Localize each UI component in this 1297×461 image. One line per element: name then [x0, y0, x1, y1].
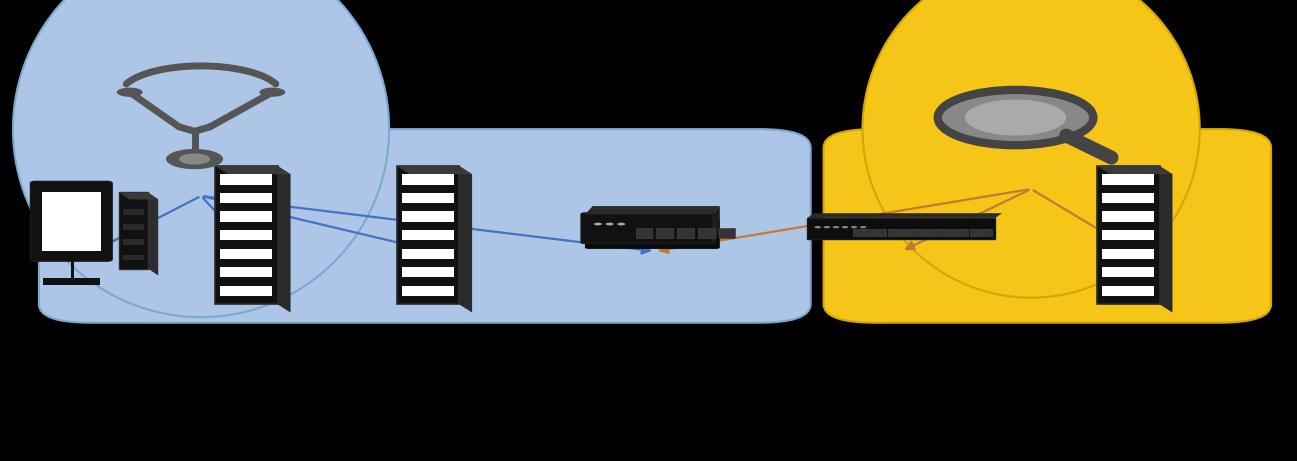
FancyBboxPatch shape	[656, 228, 673, 238]
FancyBboxPatch shape	[119, 193, 148, 268]
Circle shape	[117, 88, 143, 97]
FancyBboxPatch shape	[220, 248, 272, 259]
Polygon shape	[1160, 166, 1172, 313]
Polygon shape	[807, 213, 1001, 218]
FancyBboxPatch shape	[969, 229, 981, 236]
FancyBboxPatch shape	[1102, 174, 1154, 184]
FancyBboxPatch shape	[1097, 166, 1160, 304]
Circle shape	[824, 226, 830, 228]
FancyBboxPatch shape	[123, 209, 144, 215]
Circle shape	[851, 226, 857, 228]
Circle shape	[833, 226, 839, 228]
FancyBboxPatch shape	[864, 229, 874, 236]
FancyBboxPatch shape	[402, 174, 454, 184]
Circle shape	[179, 154, 210, 165]
FancyBboxPatch shape	[900, 229, 910, 236]
Ellipse shape	[863, 0, 1200, 298]
FancyBboxPatch shape	[220, 193, 272, 203]
FancyBboxPatch shape	[402, 267, 454, 278]
FancyBboxPatch shape	[981, 229, 991, 236]
FancyBboxPatch shape	[1102, 286, 1154, 296]
FancyBboxPatch shape	[397, 166, 459, 304]
FancyBboxPatch shape	[220, 286, 272, 296]
FancyBboxPatch shape	[1102, 248, 1154, 259]
FancyBboxPatch shape	[636, 228, 652, 238]
Circle shape	[860, 226, 866, 228]
FancyBboxPatch shape	[31, 181, 113, 261]
FancyBboxPatch shape	[402, 212, 454, 222]
FancyBboxPatch shape	[807, 218, 996, 239]
Circle shape	[166, 149, 223, 169]
FancyBboxPatch shape	[39, 129, 811, 323]
FancyBboxPatch shape	[877, 229, 887, 236]
FancyBboxPatch shape	[123, 224, 144, 230]
Polygon shape	[71, 259, 74, 278]
FancyBboxPatch shape	[852, 229, 864, 236]
Circle shape	[815, 226, 821, 228]
FancyBboxPatch shape	[923, 229, 934, 236]
FancyBboxPatch shape	[934, 229, 944, 236]
FancyBboxPatch shape	[1102, 267, 1154, 278]
Circle shape	[617, 223, 625, 225]
Polygon shape	[119, 193, 158, 200]
FancyBboxPatch shape	[1102, 193, 1154, 203]
FancyBboxPatch shape	[402, 286, 454, 296]
Polygon shape	[397, 166, 472, 174]
FancyBboxPatch shape	[402, 248, 454, 259]
FancyBboxPatch shape	[402, 230, 454, 240]
FancyBboxPatch shape	[220, 230, 272, 240]
FancyBboxPatch shape	[698, 228, 715, 238]
Circle shape	[965, 100, 1066, 136]
FancyBboxPatch shape	[910, 229, 921, 236]
FancyBboxPatch shape	[43, 278, 100, 284]
Circle shape	[259, 88, 285, 97]
FancyBboxPatch shape	[585, 219, 720, 249]
FancyBboxPatch shape	[887, 229, 898, 236]
Polygon shape	[215, 166, 291, 174]
FancyBboxPatch shape	[42, 192, 101, 251]
Circle shape	[606, 223, 613, 225]
FancyBboxPatch shape	[946, 229, 956, 236]
FancyBboxPatch shape	[402, 193, 454, 203]
Polygon shape	[585, 206, 720, 214]
Polygon shape	[148, 193, 158, 276]
FancyBboxPatch shape	[220, 174, 272, 184]
Circle shape	[938, 90, 1093, 145]
FancyBboxPatch shape	[123, 254, 144, 260]
FancyBboxPatch shape	[677, 228, 694, 238]
Ellipse shape	[13, 0, 389, 317]
FancyBboxPatch shape	[824, 129, 1271, 323]
FancyBboxPatch shape	[215, 166, 278, 304]
FancyBboxPatch shape	[220, 267, 272, 278]
FancyBboxPatch shape	[1102, 212, 1154, 222]
FancyBboxPatch shape	[123, 240, 144, 245]
Circle shape	[842, 226, 848, 228]
FancyBboxPatch shape	[220, 212, 272, 222]
Polygon shape	[278, 166, 291, 313]
Polygon shape	[459, 166, 472, 313]
Polygon shape	[712, 206, 720, 242]
Circle shape	[594, 223, 602, 225]
FancyBboxPatch shape	[957, 229, 968, 236]
FancyBboxPatch shape	[1102, 230, 1154, 240]
FancyBboxPatch shape	[581, 213, 716, 243]
FancyBboxPatch shape	[719, 228, 735, 238]
Polygon shape	[1097, 166, 1172, 174]
